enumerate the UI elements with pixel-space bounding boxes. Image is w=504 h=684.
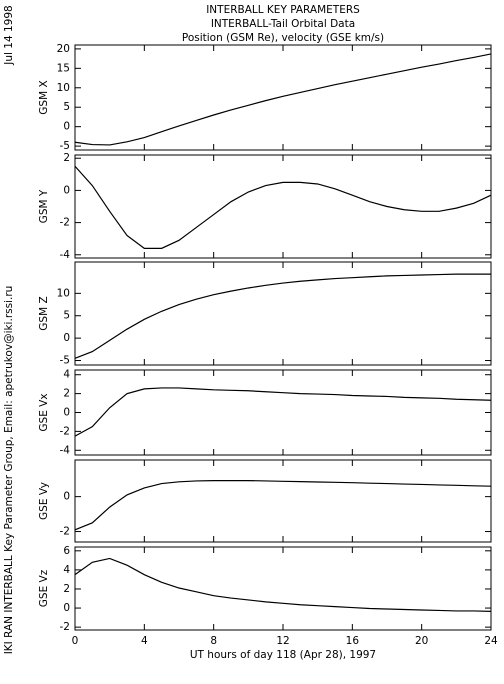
panel-frame <box>74 459 492 543</box>
x-tick-label: 20 <box>415 635 428 647</box>
credit: IKI RAN INTERBALL Key Parameter Group, E… <box>3 286 15 655</box>
y-tick-label: 0 <box>63 121 70 133</box>
y-axis-label: GSM X <box>38 80 50 114</box>
y-tick-label: 2 <box>63 388 70 400</box>
y-tick-label: 5 <box>63 101 70 113</box>
panel-frame <box>74 261 492 366</box>
y-tick-label: -2 <box>60 621 70 633</box>
title-line: INTERBALL-Tail Orbital Data <box>211 18 355 30</box>
x-axis-label: UT hours of day 118 (Apr 28), 1997 <box>190 649 376 661</box>
y-tick-label: -2 <box>60 425 70 437</box>
y-tick-label: 0 <box>63 602 70 614</box>
y-tick-label: -5 <box>60 355 70 367</box>
title-line: Position (GSM Re), velocity (GSE km/s) <box>182 32 384 44</box>
y-tick-label: 0 <box>63 332 70 344</box>
data-line <box>74 273 491 359</box>
y-tick-label: 5 <box>63 310 70 322</box>
y-tick-label: -4 <box>60 444 71 456</box>
y-tick-label: -4 <box>60 249 71 261</box>
date: Jul 14 1998 <box>3 5 15 65</box>
y-tick-label: 0 <box>63 491 70 503</box>
y-axis-label: GSE Vy <box>38 482 50 520</box>
y-tick-label: 2 <box>63 583 70 595</box>
y-tick-label: 6 <box>63 545 70 557</box>
y-tick-label: -2 <box>60 217 70 229</box>
y-tick-label: -5 <box>60 140 70 152</box>
x-tick-label: 8 <box>210 635 217 647</box>
x-tick-label: 24 <box>484 635 498 647</box>
data-line <box>74 387 492 437</box>
y-tick-label: 4 <box>63 564 70 576</box>
y-axis-label: GSE Vx <box>38 393 50 431</box>
data-line <box>74 557 492 612</box>
y-tick-label: -2 <box>60 526 70 538</box>
y-tick-label: 4 <box>63 369 70 381</box>
y-tick-label: 0 <box>63 184 70 196</box>
y-tick-label: 15 <box>57 62 70 74</box>
y-axis-label: GSM Z <box>38 296 50 330</box>
data-line <box>74 479 492 531</box>
y-tick-label: 10 <box>57 82 70 94</box>
panel-frame <box>74 369 492 456</box>
title-line: INTERBALL KEY PARAMETERS <box>206 4 360 16</box>
data-line <box>74 165 492 249</box>
x-tick-label: 4 <box>141 635 148 647</box>
x-tick-label: 12 <box>276 635 289 647</box>
y-tick-label: 10 <box>57 287 70 299</box>
y-tick-label: 0 <box>63 407 70 419</box>
y-tick-label: 2 <box>63 152 70 164</box>
panel-frame <box>74 44 492 151</box>
y-axis-label: GSM Y <box>38 189 50 223</box>
panel-frame <box>74 546 492 631</box>
y-tick-label: 20 <box>57 43 70 55</box>
x-tick-label: 0 <box>72 635 79 647</box>
y-axis-label: GSE Vz <box>38 569 50 607</box>
data-line <box>74 53 492 146</box>
x-tick-label: 16 <box>346 635 360 647</box>
